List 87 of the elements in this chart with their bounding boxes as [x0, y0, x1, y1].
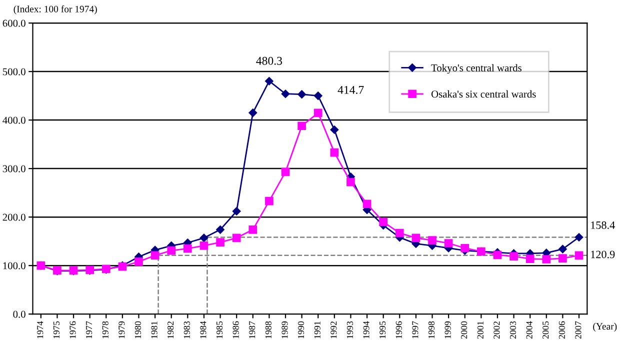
point [558, 244, 567, 254]
point [542, 255, 551, 264]
point [281, 90, 290, 98]
x-tick-label: 1982 [168, 322, 174, 338]
x-tick-label: 1997 [412, 321, 418, 338]
point [200, 234, 208, 242]
x-tick-label: 2007 [575, 321, 582, 339]
x-tick-label: 1974 [37, 321, 44, 338]
point [248, 108, 258, 117]
x-tick-label: 1989 [282, 321, 288, 338]
point [574, 251, 584, 260]
x-tick-label: 1993 [346, 321, 353, 338]
x-tick-label: 1975 [53, 321, 60, 338]
x-tick-label: 1990 [298, 321, 304, 338]
point [314, 92, 322, 100]
y-tick-label: 100.0 [3, 262, 26, 270]
point [460, 244, 470, 252]
x-tick-label: 2001 [477, 322, 484, 339]
y-axis-title: (Index: 100 for 1974) [14, 5, 97, 14]
x-tick-label: 1978 [102, 321, 108, 338]
point [265, 76, 274, 86]
annotation: 480.3 [256, 56, 282, 65]
point [265, 196, 274, 206]
point [558, 254, 567, 262]
point [216, 238, 224, 246]
x-tick-label: 1985 [216, 321, 223, 338]
x-tick-label: 1987 [249, 321, 256, 338]
x-tick-label: 1991 [314, 322, 320, 338]
point [428, 236, 436, 245]
x-tick-label: 2000 [461, 321, 468, 339]
point [395, 228, 404, 238]
y-tick-label: 200.0 [2, 214, 26, 221]
x-tick-label: 1994 [363, 321, 370, 338]
point [281, 168, 290, 176]
y-tick-label: 400.0 [2, 116, 26, 124]
point [232, 234, 241, 242]
x-tick-label: 2004 [526, 321, 532, 339]
x-axis-title: (Year) [593, 322, 617, 332]
point [232, 207, 241, 216]
point [574, 233, 584, 242]
point [167, 246, 176, 255]
point [444, 239, 453, 248]
point [200, 242, 208, 250]
annotation: 120.9 [591, 250, 615, 258]
point [298, 122, 306, 130]
x-tick-label: 1977 [86, 321, 92, 338]
point [184, 244, 192, 253]
annotation: 158.4 [591, 221, 615, 229]
x-tick-label: 1986 [232, 321, 239, 338]
x-tick-label: 1988 [265, 321, 272, 338]
x-tick-label: 2003 [510, 321, 516, 339]
x-tick-label: 1992 [330, 322, 337, 338]
x-tick-label: 2005 [542, 321, 549, 339]
point [362, 200, 372, 208]
x-tick-label: 1999 [444, 321, 451, 338]
x-tick-label: 1984 [200, 321, 206, 338]
x-tick-label: 2006 [558, 321, 565, 339]
y-tick-label: 0.0 [13, 310, 26, 318]
annotation: 414.7 [338, 86, 364, 94]
point [216, 226, 224, 234]
y-tick-label: 300.0 [2, 165, 26, 172]
y-tick-label: 500.0 [2, 68, 26, 76]
point [330, 148, 339, 157]
legend-label: Osaka's six central wards [431, 90, 536, 98]
y-tick-label: 600.0 [2, 20, 26, 27]
point [134, 258, 143, 266]
point [314, 108, 322, 118]
point [510, 252, 518, 261]
point [298, 90, 306, 98]
x-tick-label: 1996 [396, 321, 402, 338]
point [493, 250, 502, 260]
x-tick-label: 1983 [184, 321, 190, 338]
point [526, 254, 534, 263]
legend-label: Tokyo's central wards [431, 64, 522, 74]
point [330, 126, 339, 134]
x-tick-label: 1980 [134, 321, 142, 338]
point [248, 226, 258, 234]
point [379, 218, 388, 226]
x-tick-label: 1981 [151, 322, 158, 338]
x-tick-label: 1976 [70, 321, 76, 338]
point [346, 178, 355, 186]
x-tick-label: 1998 [428, 321, 435, 338]
x-tick-label: 1995 [380, 321, 386, 338]
x-tick-label: 2002 [494, 322, 500, 339]
x-tick-label: 1979 [118, 321, 125, 338]
point [150, 251, 160, 260]
point [412, 234, 420, 242]
